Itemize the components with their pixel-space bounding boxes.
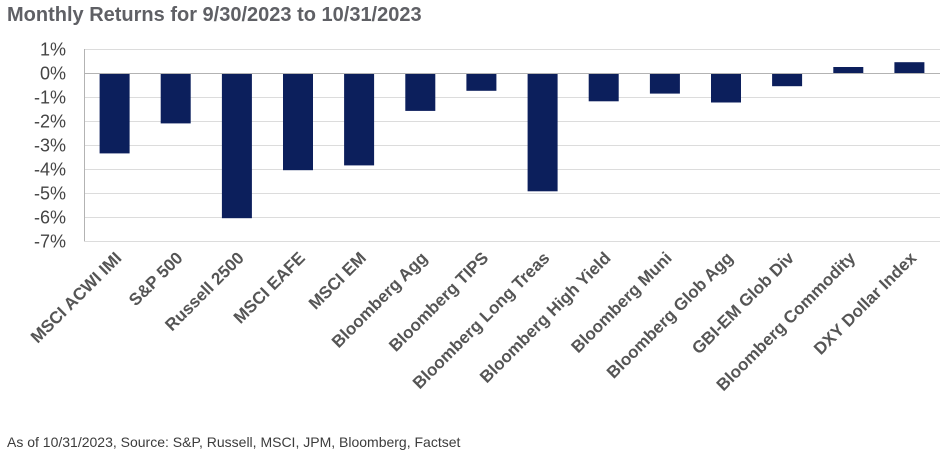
x-tick-label: MSCI ACWI IMI xyxy=(27,248,125,346)
bar xyxy=(221,73,252,219)
bar xyxy=(160,73,191,124)
bar-chart: 1% 0% -1% -2% -3% -4% -5% -6% -7%MSCI ACWI IMI S&… xyxy=(27,40,940,395)
x-tick-label: DXY Dollar Index xyxy=(810,248,920,358)
y-tick-label: 0% xyxy=(40,64,66,84)
y-tick-label: -5% xyxy=(34,184,66,204)
bar xyxy=(649,73,680,94)
x-tick-label: MSCI EM xyxy=(305,248,370,313)
y-tick-label: -3% xyxy=(34,136,66,156)
bar xyxy=(344,73,375,166)
y-tick-label: -1% xyxy=(34,88,66,108)
bar xyxy=(588,73,619,102)
chart-title: Monthly Returns for 9/30/2023 to 10/31/2… xyxy=(7,4,422,26)
y-tick-label: -2% xyxy=(34,112,66,132)
bar xyxy=(283,73,313,171)
bar xyxy=(772,73,803,87)
y-tick-label: 1% xyxy=(40,40,66,60)
bar xyxy=(99,73,130,154)
bar xyxy=(711,73,741,103)
bar xyxy=(527,73,558,192)
bar xyxy=(405,73,436,111)
y-tick-label: -7% xyxy=(34,232,66,252)
bar xyxy=(833,67,864,73)
y-tick-label: -4% xyxy=(34,160,66,180)
bar xyxy=(466,73,497,91)
bar xyxy=(894,62,925,73)
x-tick-label: GBI-EM Glob Div xyxy=(688,248,798,358)
x-tick-label: S&P 500 xyxy=(125,248,186,309)
source-note: As of 10/31/2023, Source: S&P, Russell, … xyxy=(7,434,461,450)
y-tick-label: -6% xyxy=(34,208,66,228)
